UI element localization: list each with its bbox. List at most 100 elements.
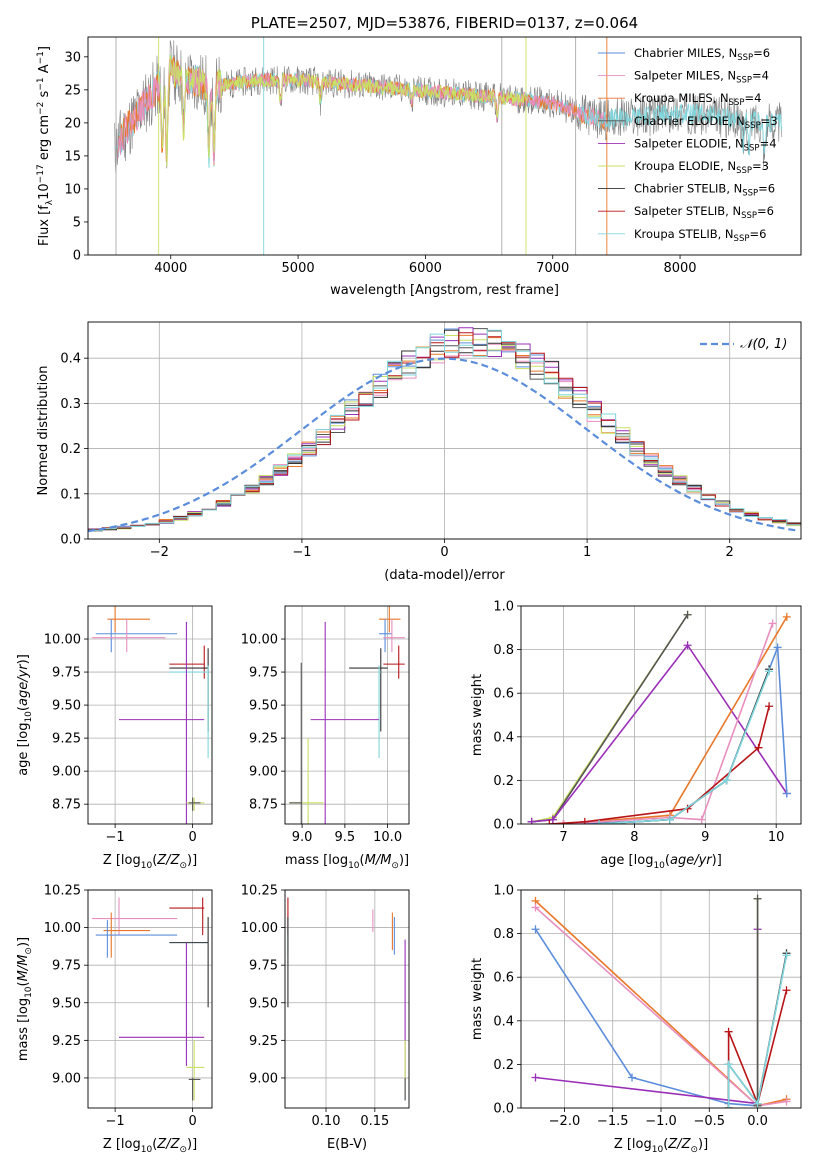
- data-point: [310, 621, 380, 824]
- series-line: [527, 610, 692, 824]
- x-tick-label: 9.5: [335, 830, 356, 845]
- data-point: [289, 662, 303, 824]
- plot-area: [531, 894, 791, 1108]
- x-tick-label: 7: [559, 830, 567, 845]
- legend-label: Salpeter MILES, NSSP=4: [634, 69, 769, 86]
- y-tick-label: 9.00: [52, 765, 81, 780]
- x-tick-label: −1.0: [645, 1114, 677, 1129]
- axes-frame: [87, 889, 213, 1109]
- marker-plus: [765, 702, 774, 711]
- x-tick-label: 2: [726, 545, 734, 560]
- series-line: [594, 665, 774, 824]
- marker-plus: [773, 643, 782, 652]
- legend-label: Chabrier MILES, NSSP=6: [634, 46, 770, 63]
- marker-plus: [580, 817, 589, 824]
- chart-weight_vs_z: −2.0 −1.5 −1.0 −0.5 0.0 0.0 0.2 0.4 0.6 0.8 1.0 mas…: [470, 884, 802, 1155]
- series-path: [727, 955, 788, 1108]
- marker-plus: [765, 667, 774, 676]
- data-point: [188, 1077, 201, 1101]
- chart-residuals: −2 −1 0 1 2 0.0 0.1 0.2 0.3 0.4 (data-model)/error…: [36, 321, 802, 583]
- series-line: [559, 619, 777, 824]
- marker-plus: [753, 894, 762, 903]
- marker-plus: [782, 951, 791, 960]
- y-tick-label: 9.75: [249, 666, 278, 681]
- y-tick-label: 0.6: [493, 971, 514, 986]
- marker-plus: [531, 925, 540, 934]
- x-tick-label: 0.10: [312, 1114, 341, 1129]
- y-tick-label: 1.0: [493, 884, 514, 899]
- x-axis-label: (data-model)/error: [384, 568, 505, 583]
- x-tick-label: 8: [630, 830, 638, 845]
- legend-label: Salpeter STELIB, NSSP=6: [634, 204, 774, 221]
- data-point: [169, 917, 209, 1008]
- y-tick-label: 0.8: [493, 643, 514, 658]
- marker-plus: [724, 1104, 733, 1108]
- x-tick-label: −1: [292, 545, 311, 560]
- series-line: [527, 610, 692, 824]
- series-path: [534, 928, 758, 1107]
- y-tick-label: 0.4: [493, 1014, 514, 1029]
- x-axis-label: wavelength [Angstrom, rest frame]: [330, 283, 559, 298]
- x-tick-label: 1: [583, 545, 591, 560]
- y-tick-label: 0.2: [493, 1058, 514, 1073]
- model-spectrum-line: [581, 102, 783, 156]
- y-tick-label: 9.75: [249, 959, 278, 974]
- data-point: [91, 897, 178, 936]
- marker-plus: [754, 743, 763, 752]
- y-tick-label: 9.50: [249, 996, 278, 1011]
- plot-area: [91, 606, 209, 824]
- y-tick-label: 9.00: [249, 1071, 278, 1086]
- marker-plus: [545, 820, 554, 824]
- marker-plus: [527, 817, 536, 824]
- marker-plus: [724, 1027, 733, 1036]
- marker-plus: [683, 610, 692, 619]
- legend-label: Chabrier ELODIE, NSSP=3: [634, 114, 778, 131]
- y-axis-label: Normed distribution: [36, 366, 51, 496]
- legend-label: Chabrier STELIB, NSSP=6: [634, 182, 775, 199]
- x-tick-label: 0: [188, 1114, 196, 1129]
- plot-area: [114, 37, 783, 255]
- data-point: [383, 645, 405, 679]
- marker-plus: [559, 820, 568, 824]
- y-tick-label: 0.0: [60, 533, 81, 548]
- data-point: [169, 897, 205, 936]
- model-spectrum-line: [117, 58, 607, 164]
- x-tick-label: 9: [701, 830, 709, 845]
- chart-age_vs_z: −1 0 8.75 9.00 9.25 9.50 9.75 10.00 Z [log10(Z/Z…: [16, 605, 213, 871]
- axis-label: age [log10(age/yr)]: [600, 853, 722, 871]
- series-path: [598, 668, 770, 824]
- data-point: [383, 619, 405, 653]
- y-tick-label: 1.0: [493, 600, 514, 615]
- series-path: [563, 623, 774, 824]
- normal-curve-line: [88, 357, 799, 533]
- x-tick-label: 0.0: [747, 1114, 768, 1129]
- plot-area: [287, 897, 406, 1101]
- axes-frame: [87, 605, 213, 825]
- x-tick-label: 4000: [154, 261, 187, 276]
- y-axis-label: mass weight: [470, 958, 485, 1040]
- marker-plus: [697, 815, 706, 824]
- y-tick-label: 10.25: [44, 884, 81, 899]
- data-point: [119, 942, 205, 1066]
- y-tick-label: 8.75: [52, 798, 81, 813]
- data-point: [95, 920, 178, 958]
- x-tick-label: 0: [188, 830, 196, 845]
- axis-label: mass [log10(M/M⊙)]: [285, 853, 409, 871]
- series-line: [753, 894, 762, 1108]
- axis-label: Z [log10(Z/Z⊙)]: [614, 1137, 708, 1155]
- y-tick-label: 0.6: [493, 687, 514, 702]
- axes-frame: [87, 321, 802, 540]
- x-tick-label: 6000: [409, 261, 442, 276]
- marker-plus: [753, 1099, 762, 1108]
- chart-spectrum: 4000 5000 6000 7000 8000 0 5 10 15 20 25 30 PLATE=25…: [36, 14, 802, 298]
- chart-mass_vs_z: −1 0 9.00 9.25 9.50 9.75 10.00 10.25 Z [log10(Z/…: [16, 884, 213, 1155]
- y-tick-label: 0.4: [60, 352, 81, 367]
- axis-label: age [log10(age/yr)]: [16, 654, 34, 776]
- x-tick-label: −1: [106, 830, 125, 845]
- plot-area: [91, 897, 209, 1101]
- legend-label: Salpeter ELODIE, NSSP=4: [634, 136, 777, 153]
- x-tick-label: 0.15: [360, 1114, 389, 1129]
- chart-weight_vs_age: 7 8 9 10 0.0 0.2 0.4 0.6 0.8 1.0 mass weight age [l…: [470, 600, 802, 871]
- x-tick-label: 8000: [663, 261, 696, 276]
- y-tick-label: 9.25: [52, 732, 81, 747]
